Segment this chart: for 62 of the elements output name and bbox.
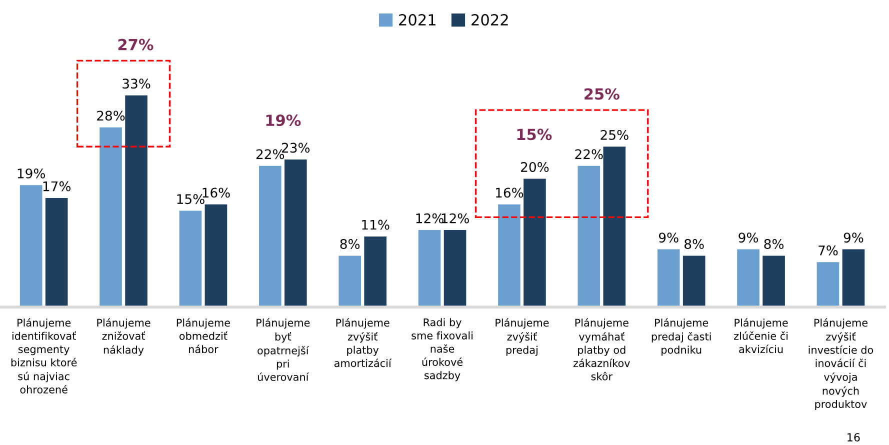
x-tick-label: Plánujeme zvýšiť investície do inovácií či vývoja nových produktov — [808, 318, 874, 410]
data-label: 16% — [496, 188, 524, 198]
data-label: 9% — [658, 232, 678, 243]
x-tick-label: Plánujeme znižovať náklady — [97, 318, 150, 356]
bar — [816, 262, 840, 308]
bar — [418, 230, 441, 308]
bar — [444, 230, 466, 308]
data-label: 8% — [684, 239, 704, 249]
data-label: 28% — [97, 110, 125, 121]
bar — [603, 146, 626, 308]
bar — [524, 178, 546, 308]
data-label: 22% — [256, 149, 284, 160]
bar — [204, 204, 228, 308]
x-tick-label: Plánujeme predaj časti podniku — [652, 318, 711, 356]
x-tick-label: Plánujeme vymáhať platby od zákazníkov skôr — [573, 318, 630, 380]
bar — [45, 198, 68, 308]
x-tick-label: Plánujeme identifikovať segmenty biznisu ktoré sú najviac ohrozené — [11, 318, 77, 394]
data-label: 22% — [575, 149, 603, 160]
bar — [125, 95, 148, 308]
data-label: 25% — [600, 130, 628, 140]
data-label: 8% — [764, 239, 784, 249]
legend-label: 2022 — [472, 14, 508, 26]
bar — [762, 256, 785, 308]
bar — [100, 127, 122, 308]
data-label: 19% — [18, 168, 46, 178]
x-tick-label: Plánujeme zvýšiť platby amortizácií — [334, 318, 392, 368]
bar — [657, 249, 680, 308]
bar — [20, 185, 42, 308]
bar — [842, 249, 865, 308]
data-label: 11% — [362, 220, 390, 230]
bar — [498, 204, 520, 308]
data-label: 9% — [844, 232, 864, 243]
bar — [338, 256, 361, 308]
x-tick-label: Plánujeme obmedziť nábor — [176, 318, 230, 354]
bar — [179, 210, 202, 308]
annotation: 15% — [517, 128, 552, 140]
x-tick-label: Plánujeme zlúčenie či akvizíciu — [734, 318, 788, 354]
data-label: 15% — [177, 194, 204, 204]
bar — [364, 236, 386, 308]
data-label: 12% — [442, 213, 469, 224]
bar — [284, 159, 307, 308]
data-label: 23% — [282, 142, 310, 153]
text: 16 — [848, 433, 860, 442]
data-label: 20% — [521, 162, 549, 172]
legend-label: 2021 — [399, 14, 436, 26]
annotation: 25% — [584, 88, 620, 100]
x-tick-label: Plánujeme byť opatrnejší pri úverovaní — [256, 318, 310, 381]
x-tick-label: Plánujeme zvýšiť predaj — [496, 318, 549, 356]
bar — [578, 166, 600, 308]
bar — [737, 249, 760, 308]
data-label: 16% — [202, 188, 230, 198]
bar — [682, 256, 706, 308]
data-label: 33% — [122, 78, 150, 89]
text: 27% — [118, 38, 154, 50]
x-tick-label: Radi by sme fixovali naše úrokové sadzby — [412, 318, 472, 382]
bar — [258, 166, 282, 308]
data-label: 7% — [818, 245, 838, 256]
data-label: 12% — [416, 213, 444, 224]
data-label: 8% — [340, 239, 360, 249]
data-label: 17% — [43, 181, 71, 192]
data-label: 9% — [738, 232, 758, 243]
annotation: 19% — [266, 114, 301, 126]
